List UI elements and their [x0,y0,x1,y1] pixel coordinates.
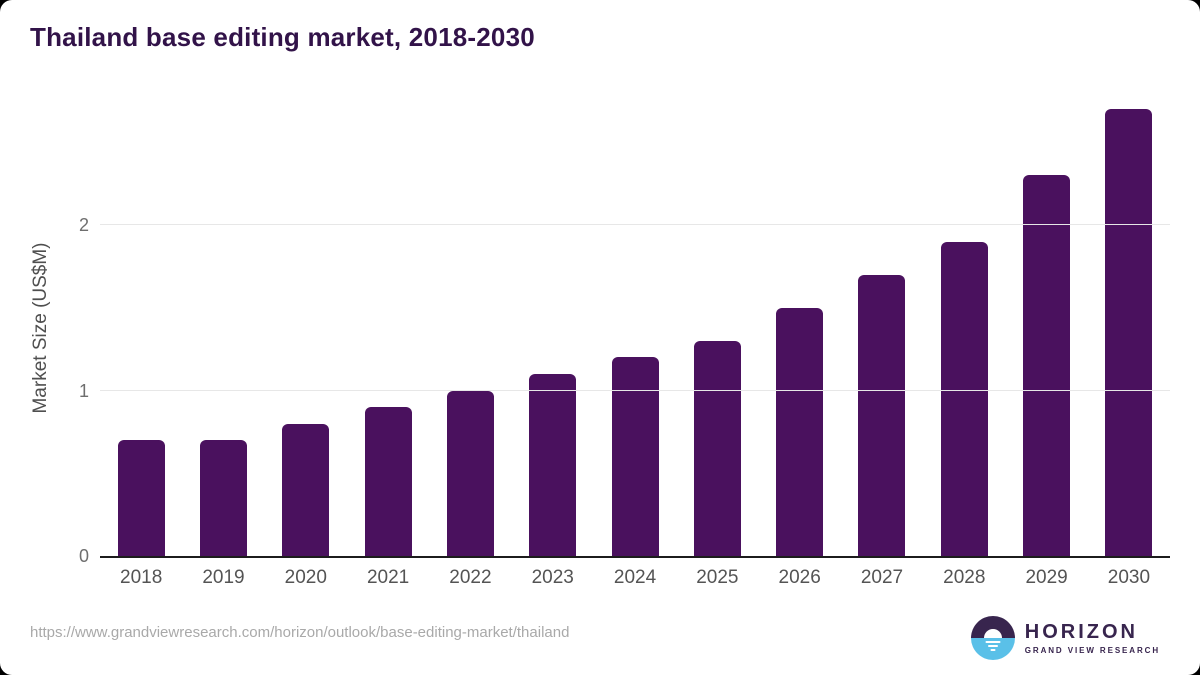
bar-slot-2027 [841,274,923,556]
x-label-2024: 2024 [613,567,657,588]
bar-2019 [199,440,247,556]
bar-2025 [693,340,741,556]
bar-2027 [858,274,906,556]
bars-container [100,98,1170,556]
x-label-2029: 2029 [1025,567,1068,588]
y-tick-label-2: 2 [78,215,89,236]
x-label-2027: 2027 [860,567,904,588]
x-label-2026: 2026 [778,567,821,588]
bar-slot-2026 [759,307,841,556]
bar-2018 [117,440,165,556]
x-label-2023: 2023 [531,567,574,588]
bar-slot-2021 [347,407,429,556]
gridline-y-1 [100,389,1170,391]
bar-slot-2020 [265,423,347,556]
ripple-line [990,649,996,651]
logo-wordmark: HORIZON [1024,620,1138,643]
sun-shape [983,629,1002,638]
ripple-line [987,645,998,647]
bar-2030 [1105,109,1153,556]
y-axis-title: Market Size (US$M) [30,242,51,414]
ripple-line [985,641,1001,643]
gridline-y-2 [100,224,1170,226]
x-label-2025: 2025 [696,567,739,588]
bar-2026 [776,307,824,556]
logo-subtitle: GRAND VIEW RESEARCH [1024,645,1160,655]
bar-2022 [446,390,494,556]
bar-2029 [1023,175,1071,556]
x-label-2018: 2018 [120,567,163,588]
x-label-2019: 2019 [202,567,245,588]
x-label-2020: 2020 [284,567,327,588]
x-label-2021: 2021 [366,567,410,588]
y-tick-label-1: 1 [78,380,89,401]
bar-slot-2022 [429,390,511,556]
bar-2028 [940,241,988,556]
x-axis-labels: 2018 2019 2020 2021 2022 2023 2024 2025 2026 2027… [100,567,1170,589]
x-label-2022: 2022 [449,567,492,588]
bar-2023 [529,374,577,556]
source-url: https://www.grandviewresearch.com/horizo… [30,624,570,641]
bar-slot-2029 [1005,175,1087,556]
bar-2024 [611,357,659,556]
bar-slot-2023 [512,374,594,556]
bar-slot-2024 [594,357,676,556]
horizon-logo: HORIZON GRAND VIEW RESEARCH [970,616,1160,660]
bar-slot-2019 [182,440,264,556]
x-label-2030: 2030 [1107,567,1151,588]
plot-area: 0 1 2 [79,98,1170,565]
bar-slot-2025 [676,340,758,556]
horizon-sunset-icon [970,616,1015,660]
chart-title: Thailand base editing market, 2018-2030 [30,22,535,52]
bar-slot-2018 [100,440,182,556]
bar-2021 [364,407,412,556]
bar-2020 [282,423,330,556]
x-label-2028: 2028 [943,567,986,588]
logo-text: HORIZON GRAND VIEW RESEARCH [1024,620,1160,655]
bar-slot-2030 [1088,109,1170,556]
bar-slot-2028 [923,241,1005,556]
y-tick-label-0: 0 [78,546,89,566]
